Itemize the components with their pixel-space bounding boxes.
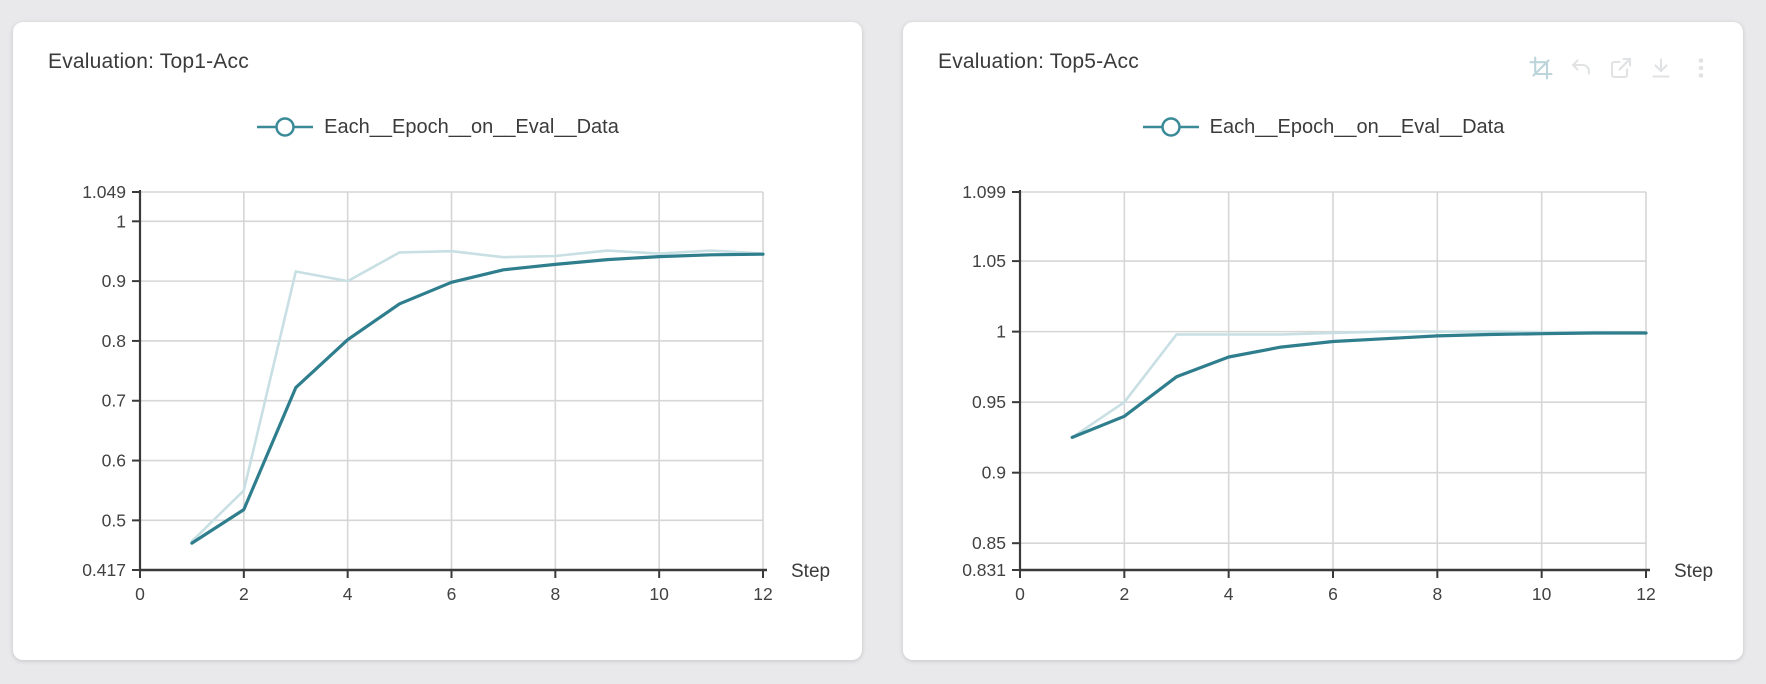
chart-card-top1-acc: Evaluation: Top1-Acc Each__Epoch__on__Ev… [13,22,862,660]
x-tick-label: 8 [1432,584,1442,604]
x-tick-label: 10 [1532,584,1552,604]
y-tick-label: 0.9 [982,463,1006,483]
legend-line-circle-marker [1142,117,1199,137]
y-tick-label: 1 [996,322,1006,342]
crop-icon[interactable] [1529,56,1553,80]
series-line-smoothed [190,252,765,545]
series-line-raw [1070,330,1648,439]
y-tick-label: 0.8 [102,331,126,351]
line-chart-top1-acc[interactable]: 1.049 1 0.9 0.8 0.7 0.6 0.5 0.417 0 2 4 6 8 10 12 Step [13,22,862,660]
chart-toolbar [1529,56,1713,80]
x-tick-label: 2 [239,584,249,604]
chart-title: Evaluation: Top1-Acc [48,50,249,73]
line-chart-top5-acc[interactable]: 1.099 1.05 1 0.95 0.9 0.85 0.831 0 2 4 6 8 10 12 Step [903,22,1743,660]
chart-legend[interactable]: Each__Epoch__on__Eval__Data [13,114,862,140]
y-tick-label: 0.9 [102,271,126,291]
undo-icon[interactable] [1569,56,1593,80]
legend-line-circle-marker [257,117,314,137]
x-tick-label: 6 [447,584,457,604]
download-icon[interactable] [1649,56,1673,80]
y-tick-label: 0.6 [102,451,126,471]
chart-title: Evaluation: Top5-Acc [938,50,1139,73]
x-tick-label: 12 [753,584,772,604]
y-tick-label: 0.831 [962,560,1006,580]
legend-series-label: Each__Epoch__on__Eval__Data [324,115,619,138]
y-tick-label: 0.7 [102,391,126,411]
chart-legend[interactable]: Each__Epoch__on__Eval__Data [903,114,1743,140]
x-tick-label: 0 [135,584,145,604]
x-tick-label: 8 [550,584,560,604]
y-tick-label: 1.049 [82,182,126,202]
series-line-raw [190,249,765,543]
chart-card-top5-acc: Evaluation: Top5-Acc [903,22,1743,660]
y-tick-label: 0.417 [82,560,126,580]
series-line-smoothed [1070,331,1648,439]
kebab-menu-icon[interactable] [1689,56,1713,80]
x-axis-title: Step [791,561,830,582]
external-link-icon[interactable] [1609,56,1633,80]
x-axis-title: Step [1674,561,1713,582]
x-tick-label: 10 [649,584,669,604]
y-tick-label: 0.5 [102,510,126,530]
x-tick-label: 4 [1224,584,1234,604]
legend-series-label: Each__Epoch__on__Eval__Data [1209,115,1505,138]
x-tick-label: 2 [1119,584,1129,604]
y-tick-label: 1.05 [972,251,1006,271]
x-tick-label: 4 [343,584,353,604]
y-tick-label: 1 [116,211,126,231]
y-tick-label: 0.85 [972,533,1006,553]
x-tick-label: 0 [1015,584,1025,604]
x-tick-label: 6 [1328,584,1338,604]
x-tick-label: 12 [1636,584,1655,604]
y-tick-label: 1.099 [962,182,1006,202]
y-tick-label: 0.95 [972,392,1006,412]
